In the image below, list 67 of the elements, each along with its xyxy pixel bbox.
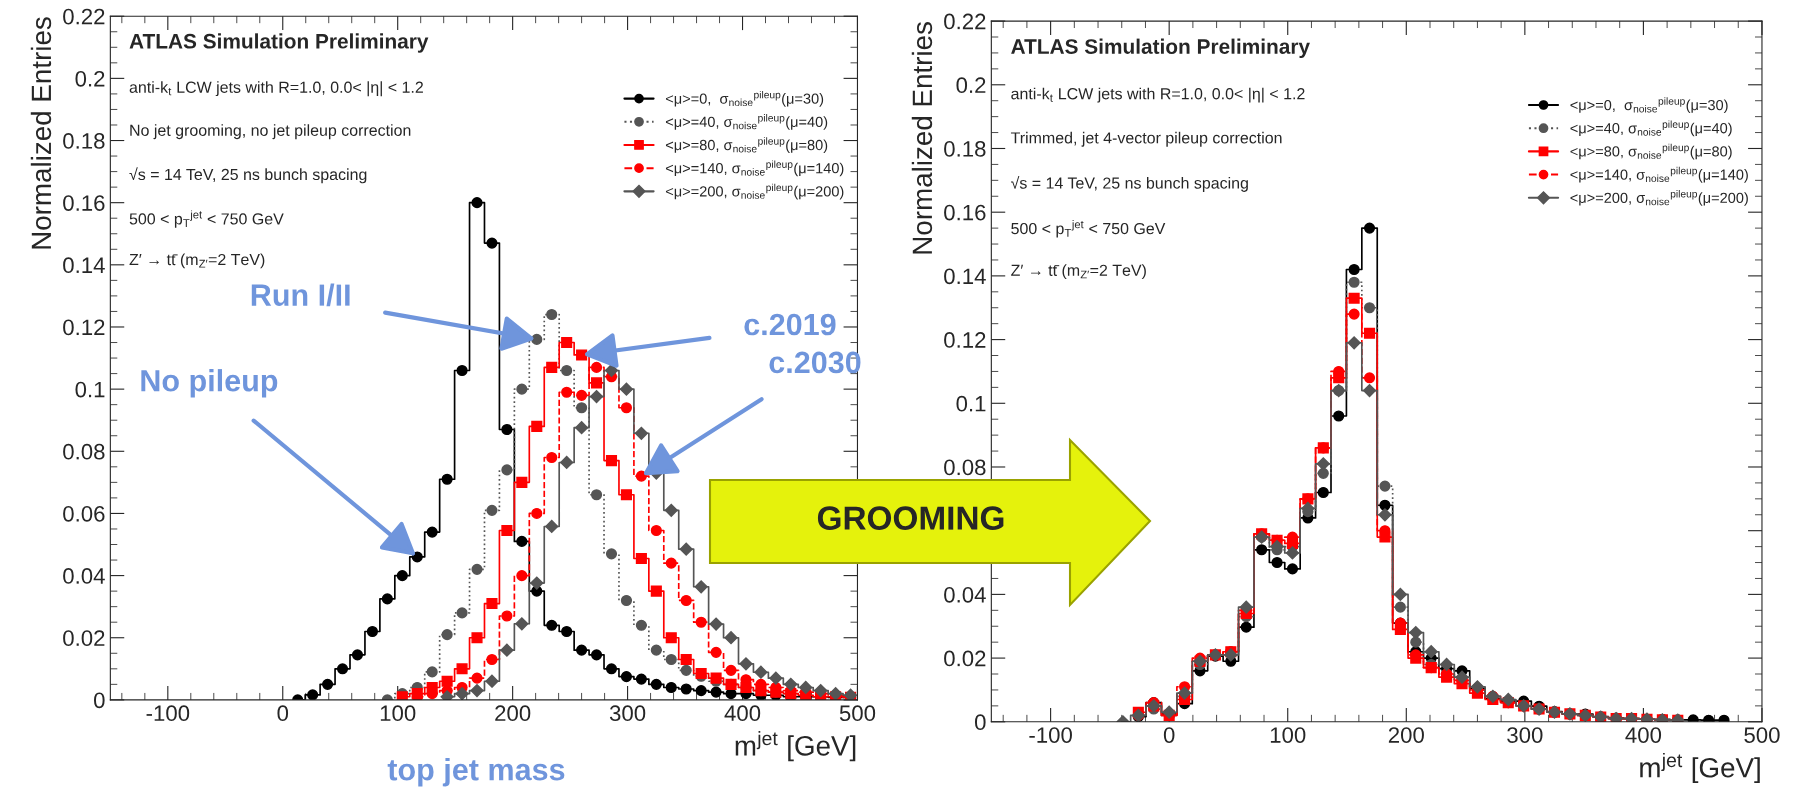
- y-tick-label: 0.06: [63, 505, 105, 522]
- y-tick-label: 0.16: [63, 195, 105, 211]
- legend-label: <μ>=140, σ$_{noise}$$^{pileup}$(μ=140): [665, 160, 844, 177]
- x-tick-label: 100: [1270, 727, 1306, 743]
- annotation: Z′ → tt̄ (m$_{Z′}$=2 TeV): [129, 253, 265, 269]
- x-axis-title: m$^{jet}$ [GeV]: [735, 731, 856, 762]
- y-tick-label: 0.14: [63, 257, 105, 274]
- annotation: Z′ → tt̄ (m$_{Z′}$=2 TeV): [1011, 264, 1146, 280]
- text: ATLAS Simulation Preliminary: [129, 33, 429, 53]
- x-tick-label: 0: [277, 705, 289, 722]
- text: ATLAS Simulation Preliminary: [1011, 38, 1310, 59]
- y-tick-label: 0.04: [944, 586, 986, 603]
- legend-label: <μ>=40, σ$_{noise}$$^{pileup}$(μ=40): [1570, 120, 1732, 137]
- x-axis-title: m$^{jet}$ [GeV]: [1640, 752, 1760, 784]
- y-tick-label: 0.18: [63, 133, 105, 149]
- y-tick-label: 0.1: [956, 395, 986, 412]
- legend-label: <μ>=0, σ$_{noise}$$^{pileup}$(μ=30): [665, 90, 824, 107]
- annotation: √s = 14 TeV, 25 ns bunch spacing: [129, 167, 367, 184]
- annotation: Trimmed, jet 4-vector pileup correction: [1010, 131, 1282, 147]
- y-tick-label: 0.02: [944, 650, 986, 667]
- annotation: No jet grooming, no jet pileup correction: [130, 124, 411, 140]
- x-tick-label: 0: [1163, 727, 1175, 743]
- legend-label: <μ>=200, σ$_{noise}$$^{pileup}$(μ=200): [1570, 190, 1748, 206]
- x-tick-label: 500: [839, 705, 876, 722]
- legend-label: <μ>=140, σ$_{noise}$$^{pileup}$(μ=140): [1570, 166, 1748, 183]
- y-tick-label: 0.02: [63, 630, 105, 647]
- annotation: √s = 14 TeV, 25 ns bunch spacing: [1010, 175, 1248, 192]
- x-tick-label: 500: [1744, 727, 1780, 743]
- x-tick-label: 400: [724, 705, 761, 722]
- y-tick-label: 0.1: [75, 381, 105, 398]
- y-tick-label: 0.2: [75, 70, 105, 87]
- annotation: c.2019: [744, 313, 836, 336]
- legend-label: <μ>=80, σ$_{noise}$$^{pileup}$(μ=80): [1570, 143, 1732, 160]
- y-tick-label: 0.12: [944, 332, 986, 348]
- x-tick-label: -100: [1029, 727, 1072, 743]
- annotation: Run I/II: [251, 283, 350, 307]
- y-tick-label: 0.12: [63, 319, 105, 336]
- legend-label: <μ>=40, σ$_{noise}$$^{pileup}$(μ=40): [665, 114, 828, 130]
- legend-label: <μ>=200, σ$_{noise}$$^{pileup}$(μ=200): [665, 183, 844, 200]
- y-tick-label: 0.22: [944, 13, 986, 30]
- annotation: No pileup: [141, 369, 278, 398]
- y-axis-title: Normalized Entries: [30, 17, 52, 249]
- x-tick-label: 300: [609, 705, 646, 722]
- x-tick-label: -100: [146, 705, 190, 722]
- y-tick-label: 0.08: [944, 459, 986, 476]
- annotation: GROOMING: [817, 506, 1004, 530]
- x-tick-label: 200: [1388, 727, 1424, 743]
- legend-label: <μ>=80, σ$_{noise}$$^{pileup}$(μ=80): [665, 137, 828, 154]
- y-tick-label: 0.08: [63, 443, 105, 460]
- x-tick-label: 300: [1507, 727, 1543, 743]
- y-tick-label: 0.18: [944, 141, 986, 157]
- text: top jet mass: [387, 758, 565, 787]
- y-tick-label: 0.2: [956, 77, 986, 94]
- annotation: 500 < p$_{T}$$^{jet}$ < 750 GeV: [129, 210, 284, 228]
- y-tick-label: 0.16: [944, 204, 986, 221]
- y-axis-title: Normalized Entries: [911, 22, 933, 254]
- y-tick-label: 0: [94, 692, 105, 709]
- x-tick-label: 400: [1625, 727, 1662, 743]
- x-tick-label: 100: [380, 705, 416, 722]
- annotation: anti-k$_{t}$ LCW jets with R=1.0, 0.0< |η| < 1.2: [1011, 87, 1305, 103]
- annotation: anti-k$_{t}$ LCW jets with R=1.0, 0.0< |η| < 1.2: [129, 81, 423, 97]
- y-tick-label: 0.04: [63, 568, 105, 584]
- x-tick-label: 200: [495, 705, 531, 722]
- y-tick-label: 0.14: [944, 268, 986, 285]
- annotation: 500 < p$_{T}$$^{jet}$ < 750 GeV: [1011, 220, 1166, 238]
- legend-label: <μ>=0, σ$_{noise}$$^{pileup}$(μ=30): [1570, 97, 1728, 114]
- y-tick-label: 0.22: [63, 8, 105, 25]
